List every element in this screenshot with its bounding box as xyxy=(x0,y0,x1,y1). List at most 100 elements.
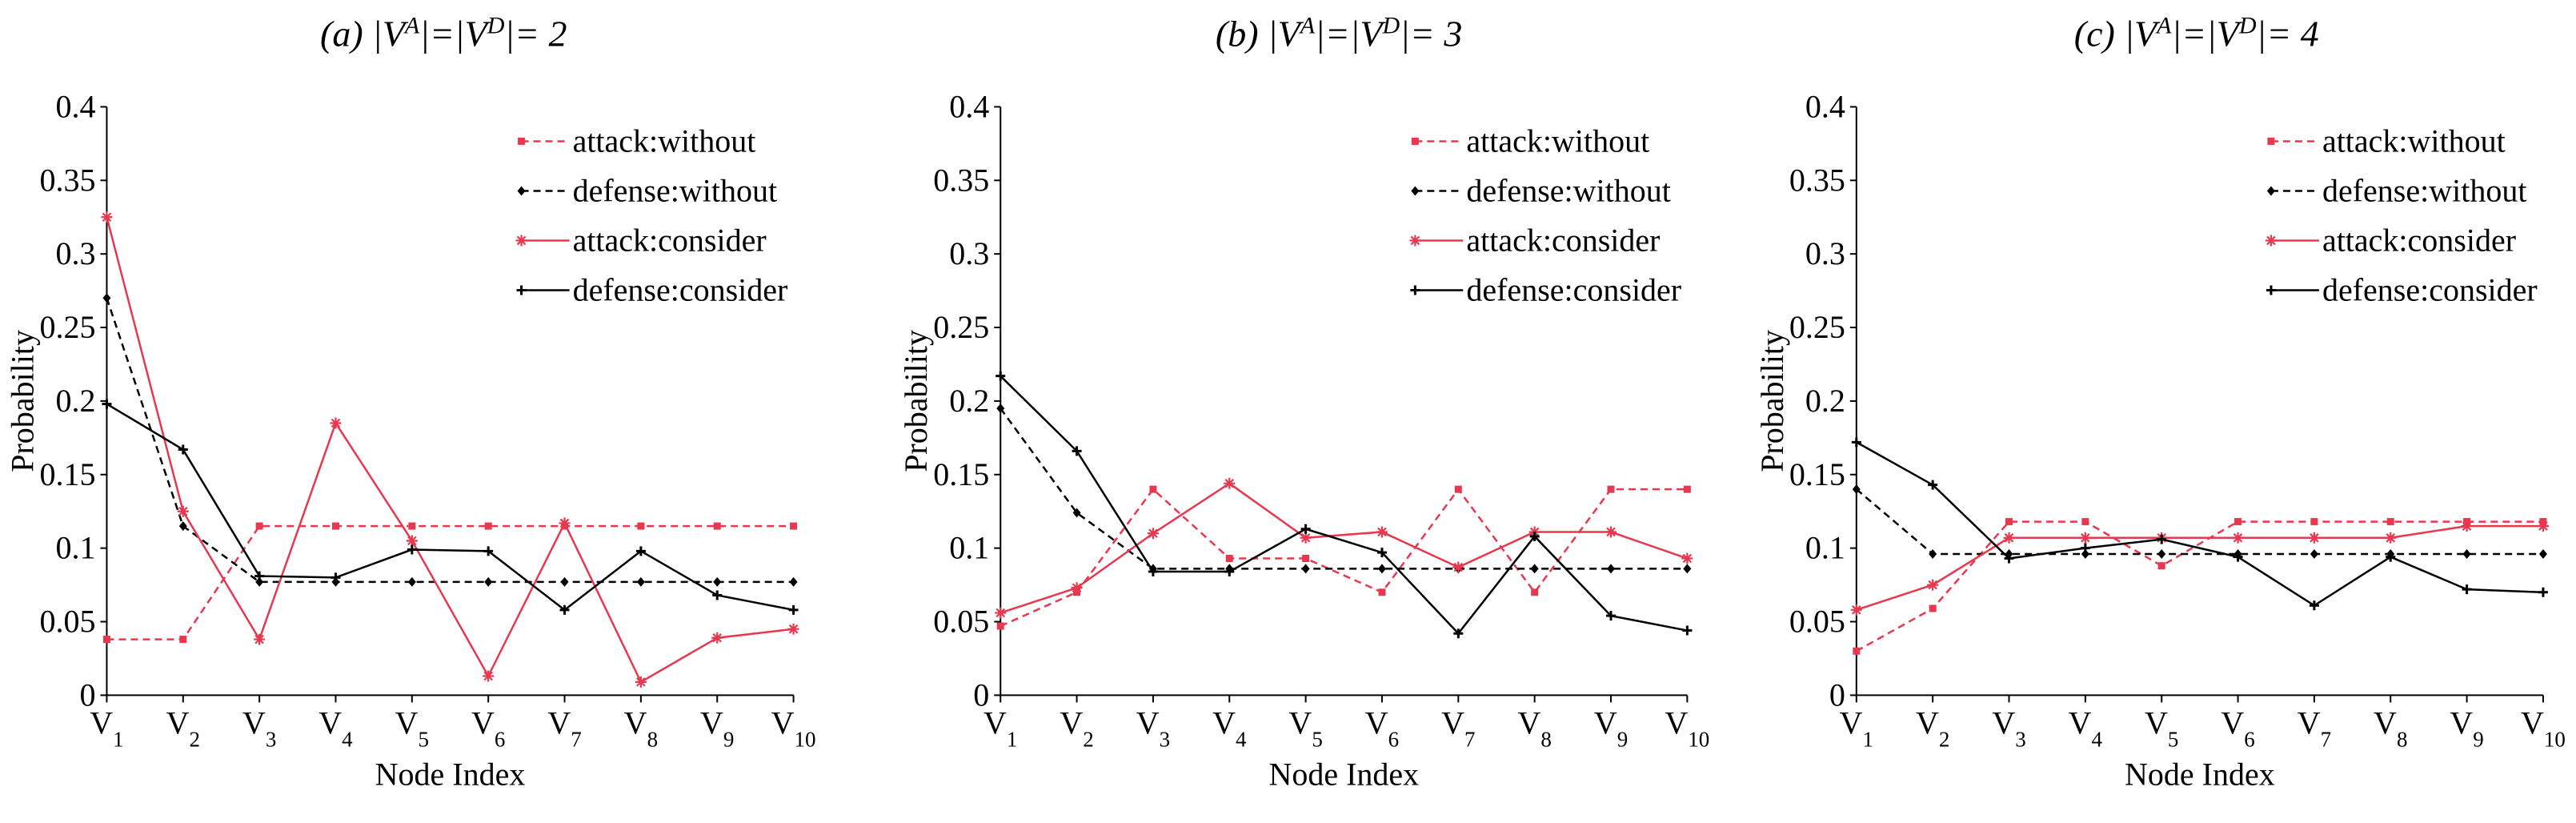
data-point xyxy=(102,399,112,409)
legend-item: defense:consider xyxy=(1410,271,1681,307)
data-point xyxy=(2157,534,2167,544)
data-point xyxy=(711,632,723,644)
legend-item: attack:without xyxy=(1411,122,1649,159)
data-point xyxy=(789,576,798,587)
x-tick-label: V5 xyxy=(2145,705,2178,751)
data-point xyxy=(1606,611,1617,621)
series-line xyxy=(106,297,794,584)
data-point xyxy=(2310,518,2318,526)
data-point xyxy=(254,571,265,581)
data-point xyxy=(2462,584,2472,595)
data-point xyxy=(102,293,111,303)
data-point xyxy=(1607,485,1615,493)
y-tick-label: 0.1 xyxy=(55,530,95,566)
y-tick-label: 0.35 xyxy=(1789,162,1845,198)
y-tick-label: 0.4 xyxy=(1805,88,1845,124)
data-point xyxy=(483,546,494,556)
data-point xyxy=(1852,484,1861,495)
y-tick-label: 0.3 xyxy=(949,235,989,271)
data-point xyxy=(713,576,722,587)
legend: attack:without defense:without attack:cons… xyxy=(2265,122,2538,307)
legend-label: attack:consider xyxy=(1466,222,1660,258)
data-point xyxy=(1377,564,1386,574)
series-line xyxy=(106,524,794,640)
y-tick-label: 0 xyxy=(79,676,95,713)
y-tick-label: 0.1 xyxy=(949,530,989,566)
x-tick-label: V10 xyxy=(1665,705,1709,751)
y-tick-label: 0.25 xyxy=(933,309,989,345)
y-tick-label: 0.25 xyxy=(39,309,95,345)
data-point xyxy=(1378,588,1386,596)
series-attack-consider xyxy=(101,211,799,688)
x-tick-label: V2 xyxy=(166,705,200,751)
data-point xyxy=(1927,579,1939,591)
data-point xyxy=(1454,485,1462,493)
data-point xyxy=(254,633,266,645)
y-tick-label: 0.2 xyxy=(1805,383,1845,419)
x-tick-label: V8 xyxy=(2374,705,2407,751)
x-tick-label: V3 xyxy=(242,705,276,751)
y-tick-label: 0.3 xyxy=(55,235,95,271)
x-tick-label: V10 xyxy=(771,705,816,751)
legend-marker xyxy=(517,186,526,196)
series-attack-consider xyxy=(995,477,1693,619)
series-line xyxy=(1856,520,2543,652)
data-point xyxy=(995,607,1007,619)
legend-marker xyxy=(1411,186,1420,196)
data-point xyxy=(2157,562,2165,570)
legend-item: attack:without xyxy=(518,122,755,159)
data-point xyxy=(484,522,492,530)
panel-b: (b) |VA|=|VD|= 3 0 0.05 0.1 0.15 0.2 0.25 0.3 0.… xyxy=(898,12,1709,792)
x-tick-label: V6 xyxy=(1365,705,1399,751)
x-tick-label: V9 xyxy=(700,705,734,751)
data-point xyxy=(2079,532,2091,544)
series-defense-consider xyxy=(1851,437,2548,611)
data-point xyxy=(559,517,571,529)
data-point xyxy=(2538,587,2548,597)
data-point xyxy=(2461,520,2473,532)
x-tick-label: V7 xyxy=(1441,705,1475,751)
y-axis-title: Probability xyxy=(898,330,934,472)
data-point xyxy=(1530,564,1539,574)
legend-label: defense:without xyxy=(2322,172,2527,208)
data-point xyxy=(2003,532,2015,544)
data-point xyxy=(996,403,1005,414)
series-defense-consider xyxy=(996,371,1693,639)
legend-marker xyxy=(516,285,527,295)
series-defense-without xyxy=(1852,484,2547,560)
x-tick-label: V9 xyxy=(2450,705,2483,751)
x-axis-title: Node Index xyxy=(1268,756,1419,792)
x-tick-label: V7 xyxy=(2298,705,2331,751)
data-point xyxy=(636,576,645,587)
legend-marker xyxy=(1411,137,1419,145)
data-point xyxy=(1224,477,1236,489)
y-tick-label: 0.4 xyxy=(949,88,989,124)
legend-item: defense:consider xyxy=(516,271,787,307)
legend-label: defense:without xyxy=(573,172,778,208)
panel-c: (c) |VA|=|VD|= 4 0 0.05 0.1 0.15 0.2 0.25 0.3 0.… xyxy=(1754,12,2566,792)
data-point xyxy=(1681,552,1693,564)
data-point xyxy=(1148,567,1158,577)
y-tick-label: 0.35 xyxy=(39,162,95,198)
data-point xyxy=(1453,628,1464,639)
legend-marker xyxy=(2266,285,2276,295)
y-tick-label: 0.05 xyxy=(1789,604,1845,640)
data-point xyxy=(2157,549,2166,560)
data-point xyxy=(1683,485,1691,493)
data-point xyxy=(1929,604,1937,612)
x-tick-label: V8 xyxy=(624,705,658,751)
data-point xyxy=(102,636,110,644)
data-point xyxy=(2385,532,2397,544)
x-tick-label: V4 xyxy=(2069,705,2103,751)
legend-label: defense:consider xyxy=(1466,271,1681,307)
data-point xyxy=(1531,588,1539,596)
y-tick-label: 0.2 xyxy=(949,383,989,419)
data-point xyxy=(1225,555,1233,563)
data-point xyxy=(1529,531,1540,541)
data-point xyxy=(2386,518,2394,526)
data-point xyxy=(1607,564,1616,574)
data-point xyxy=(2080,543,2090,553)
data-point xyxy=(1850,604,1862,616)
data-point xyxy=(1072,446,1082,456)
legend-item: defense:without xyxy=(2266,172,2527,208)
